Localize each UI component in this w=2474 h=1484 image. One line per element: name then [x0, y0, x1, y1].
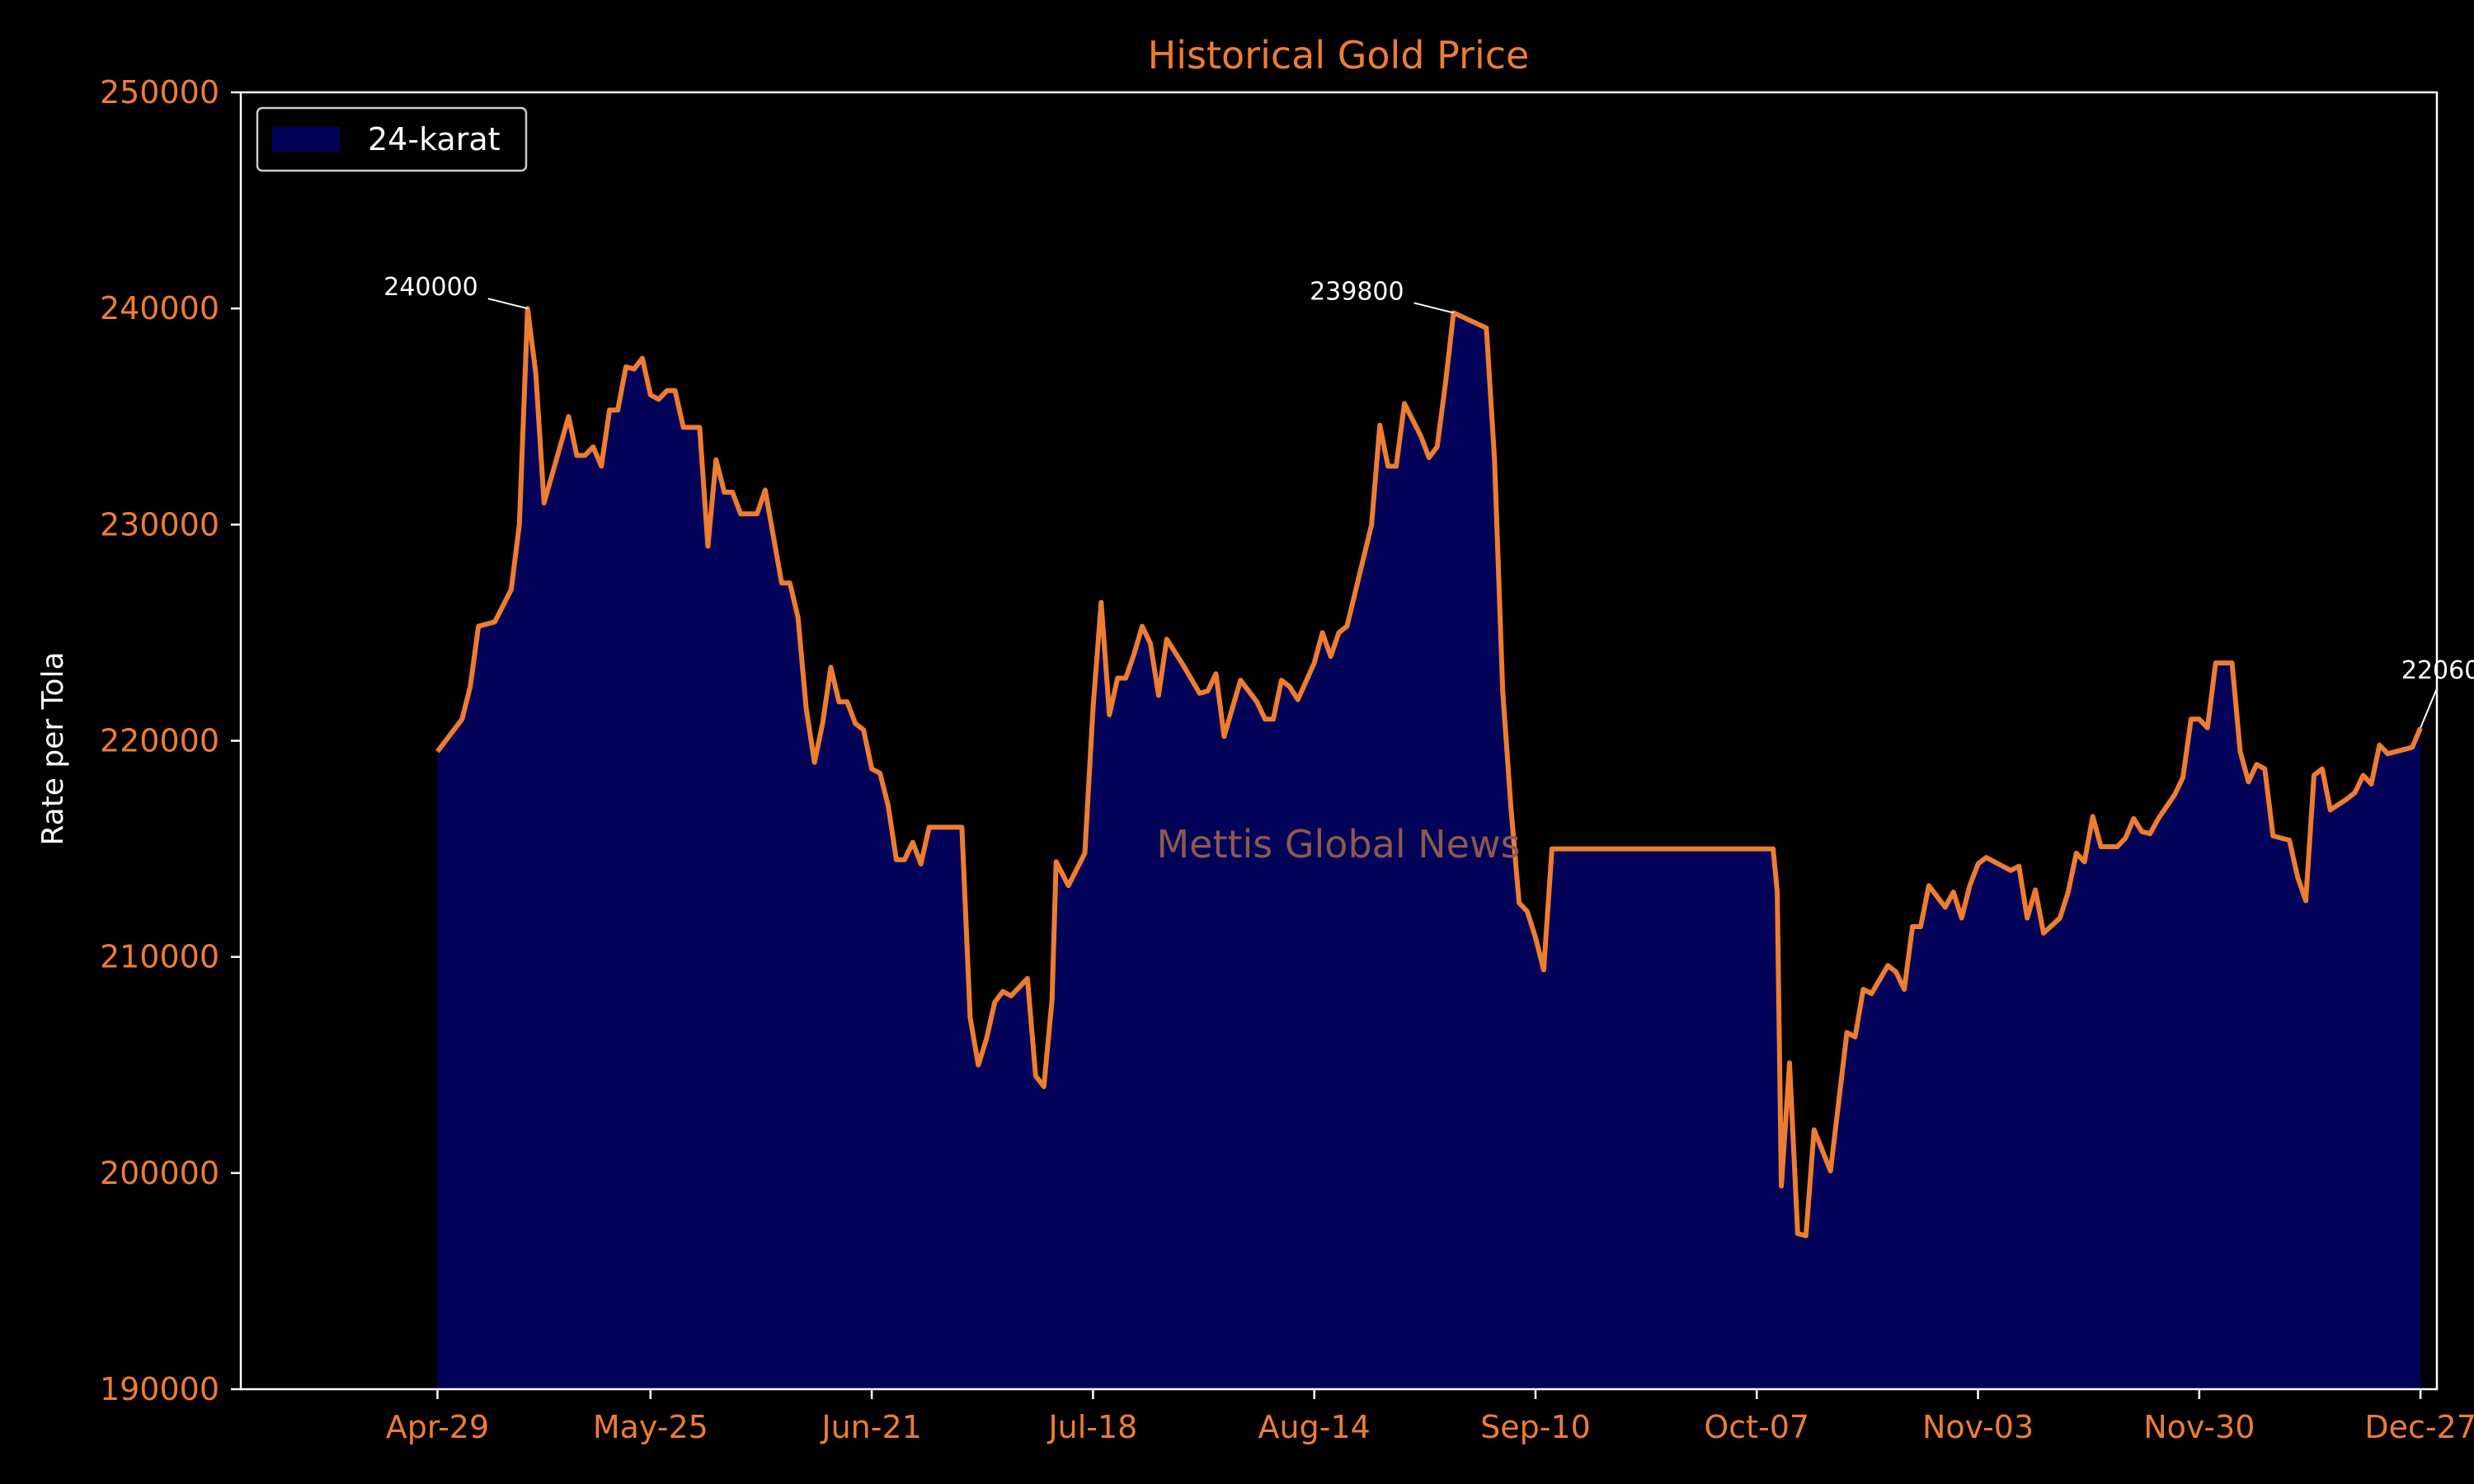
y-tick-label: 200000: [100, 1155, 219, 1191]
x-tick-label: Apr-29: [386, 1409, 489, 1445]
x-tick-label: Nov-30: [2143, 1409, 2255, 1445]
y-tick-label: 210000: [100, 939, 219, 975]
y-tick-label: 190000: [100, 1371, 219, 1407]
x-tick-label: Oct-07: [1704, 1409, 1809, 1445]
legend-frame: [256, 106, 528, 172]
x-tick-label: Jun-21: [820, 1409, 921, 1445]
y-tick-label: 230000: [100, 506, 219, 542]
annotation-label: 239800: [1310, 277, 1404, 306]
x-tick-label: May-25: [593, 1409, 708, 1445]
legend-swatch-24-karat: [272, 127, 340, 152]
legend: 24-karat: [256, 106, 528, 172]
x-tick-label: Nov-03: [1922, 1409, 2034, 1445]
annotation-leader: [2420, 688, 2439, 729]
series-line-24-karat: [435, 306, 2423, 1238]
annotation-leader: [487, 298, 529, 310]
annotation-label: 240000: [383, 273, 478, 302]
y-tick-label: 240000: [100, 290, 219, 326]
series-area-24-karat: [437, 308, 2421, 1390]
x-tick-label: Aug-14: [1258, 1409, 1371, 1445]
chart-title: Historical Gold Price: [1148, 33, 1530, 77]
x-tick-label: Sep-10: [1480, 1409, 1591, 1445]
x-tick-label: Dec-27: [2364, 1409, 2474, 1445]
watermark-text: Mettis Global News: [1156, 822, 1520, 866]
annotations: 240000239800220600: [383, 273, 2474, 729]
y-tick-label: 220000: [100, 723, 219, 759]
plot-area: [435, 306, 2423, 1390]
legend-label-24-karat: 24-karat: [368, 121, 501, 157]
axes: 190000 200000 210000 220000 230000 240000 2500…: [100, 74, 2474, 1445]
x-tick-label: Jul-18: [1047, 1409, 1137, 1445]
y-axis-label: Rate per Tola: [36, 651, 70, 845]
annotation-leader: [1413, 302, 1454, 314]
y-tick-label: 250000: [100, 74, 219, 110]
